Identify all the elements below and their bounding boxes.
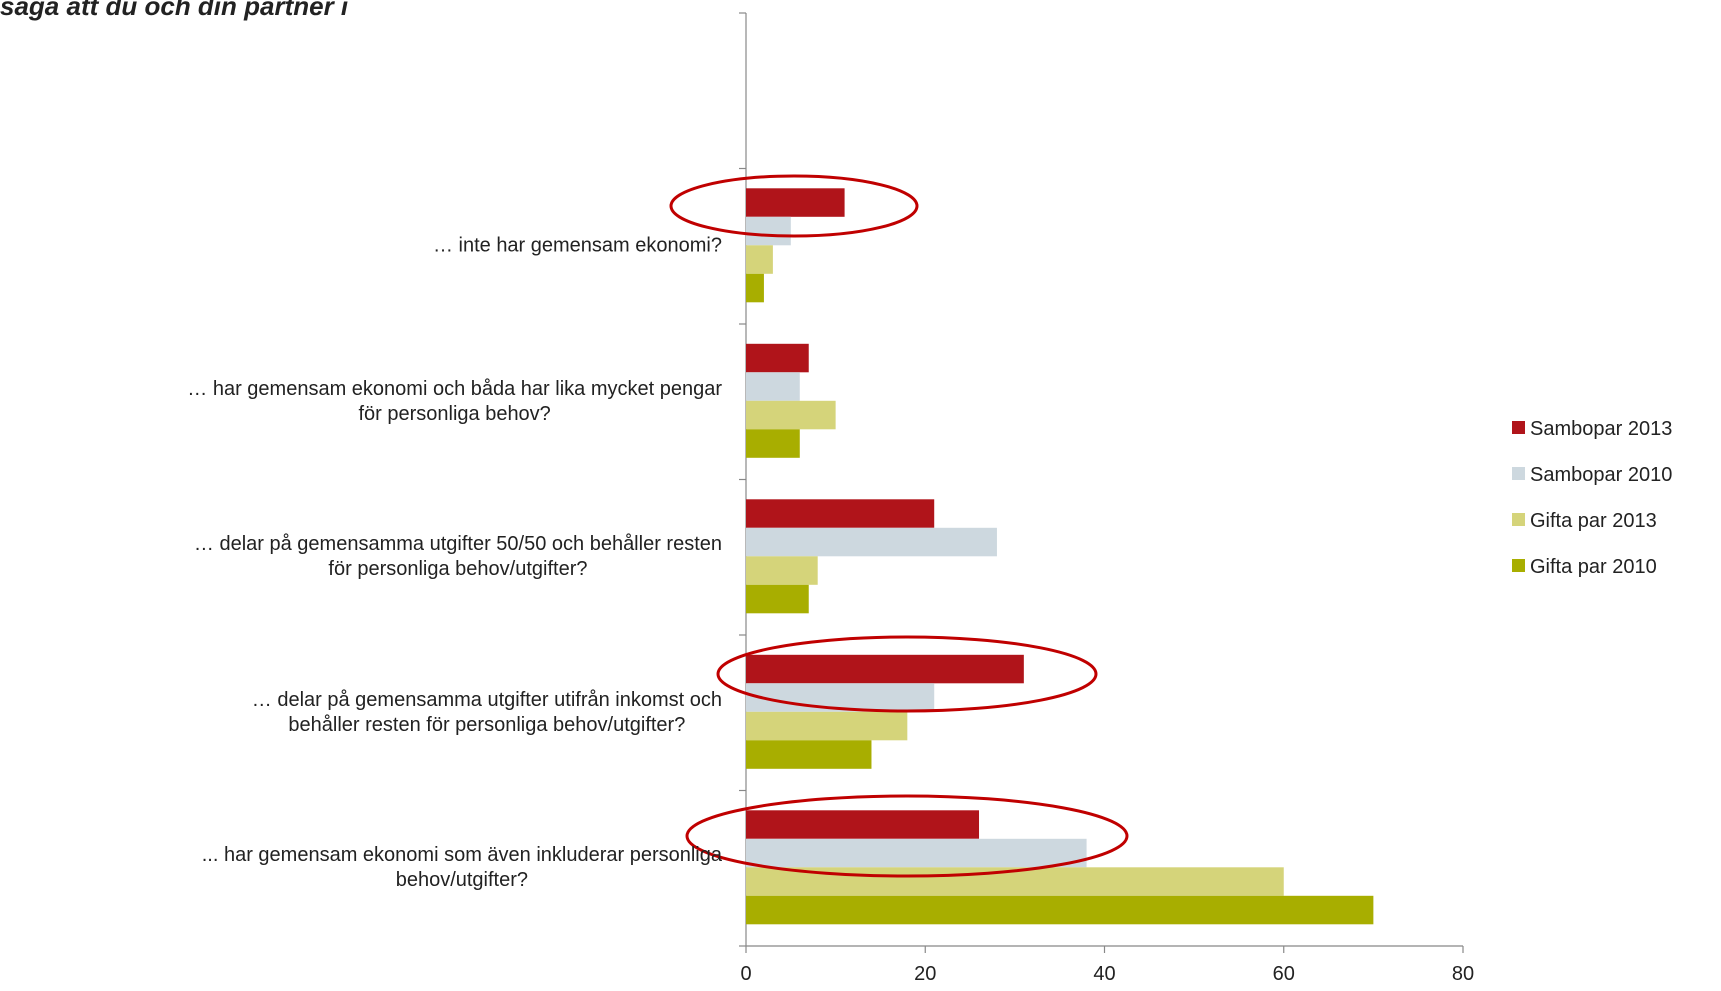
- chart-title: säga att du och din partner i: [0, 0, 349, 21]
- bar: [746, 838, 1087, 868]
- legend-swatch: [1512, 421, 1525, 434]
- x-tick-label: 80: [1452, 963, 1474, 985]
- highlight-ellipse: [685, 794, 1129, 878]
- legend-label: Gifta par 2013: [1530, 510, 1657, 532]
- annotations: [669, 174, 1129, 878]
- x-tick-label: 40: [1093, 963, 1115, 985]
- bar: [746, 372, 800, 401]
- legend-swatch: [1512, 467, 1525, 480]
- bar: [746, 895, 1374, 925]
- x-tick-label: 60: [1273, 963, 1295, 985]
- bar: [746, 527, 997, 557]
- bar: [746, 584, 809, 614]
- bar: [746, 683, 935, 712]
- x-tick-label: 0: [740, 963, 751, 985]
- category-label: … delar på gemensamma utgifter utifrån i…: [251, 688, 722, 736]
- bar: [746, 400, 836, 430]
- bar: [746, 654, 1024, 684]
- bar: [746, 245, 773, 274]
- legend-label: Sambopar 2010: [1530, 464, 1672, 486]
- bar: [746, 740, 872, 769]
- category-label: … inte har gemensam ekonomi?: [432, 234, 722, 257]
- legend-label: Sambopar 2013: [1530, 418, 1672, 440]
- bar: [746, 429, 800, 458]
- category-label: ... har gemensam ekonomi som även inklud…: [201, 844, 722, 892]
- highlight-ellipse: [669, 174, 919, 238]
- x-tick-label: 20: [914, 963, 936, 985]
- bar: [746, 273, 764, 303]
- bar: [746, 556, 818, 585]
- bar: [746, 188, 845, 217]
- bar: [746, 810, 980, 839]
- bar: [746, 343, 809, 373]
- category-label: … har gemensam ekonomi och båda har lika…: [187, 377, 722, 425]
- legend-label: Gifta par 2010: [1530, 556, 1657, 578]
- bar: [746, 499, 935, 528]
- category-label: … delar på gemensamma utgifter 50/50 och…: [193, 533, 722, 581]
- legend-swatch: [1512, 513, 1525, 526]
- highlight-ellipse: [716, 635, 1098, 713]
- bar: [746, 711, 908, 741]
- bar: [746, 216, 791, 246]
- legend-swatch: [1512, 559, 1525, 572]
